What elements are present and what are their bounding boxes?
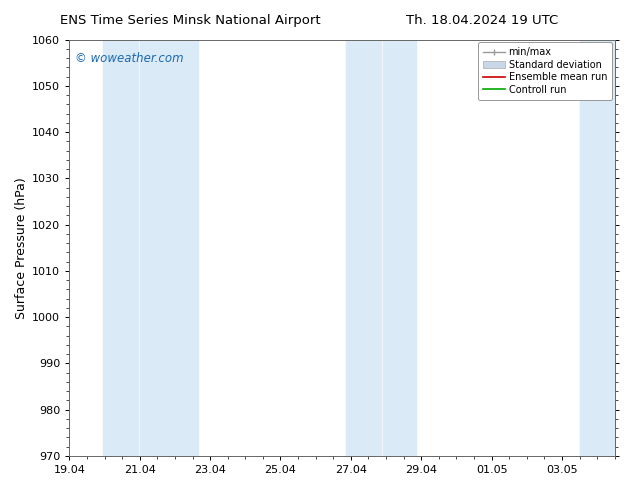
Text: ENS Time Series Minsk National Airport: ENS Time Series Minsk National Airport <box>60 14 321 27</box>
Bar <box>579 40 615 456</box>
Bar <box>139 40 198 456</box>
Bar <box>103 40 138 456</box>
Bar <box>382 40 416 456</box>
Text: © woweather.com: © woweather.com <box>75 52 183 65</box>
Y-axis label: Surface Pressure (hPa): Surface Pressure (hPa) <box>15 177 28 318</box>
Legend: min/max, Standard deviation, Ensemble mean run, Controll run: min/max, Standard deviation, Ensemble me… <box>479 43 612 99</box>
Bar <box>346 40 381 456</box>
Text: Th. 18.04.2024 19 UTC: Th. 18.04.2024 19 UTC <box>406 14 558 27</box>
